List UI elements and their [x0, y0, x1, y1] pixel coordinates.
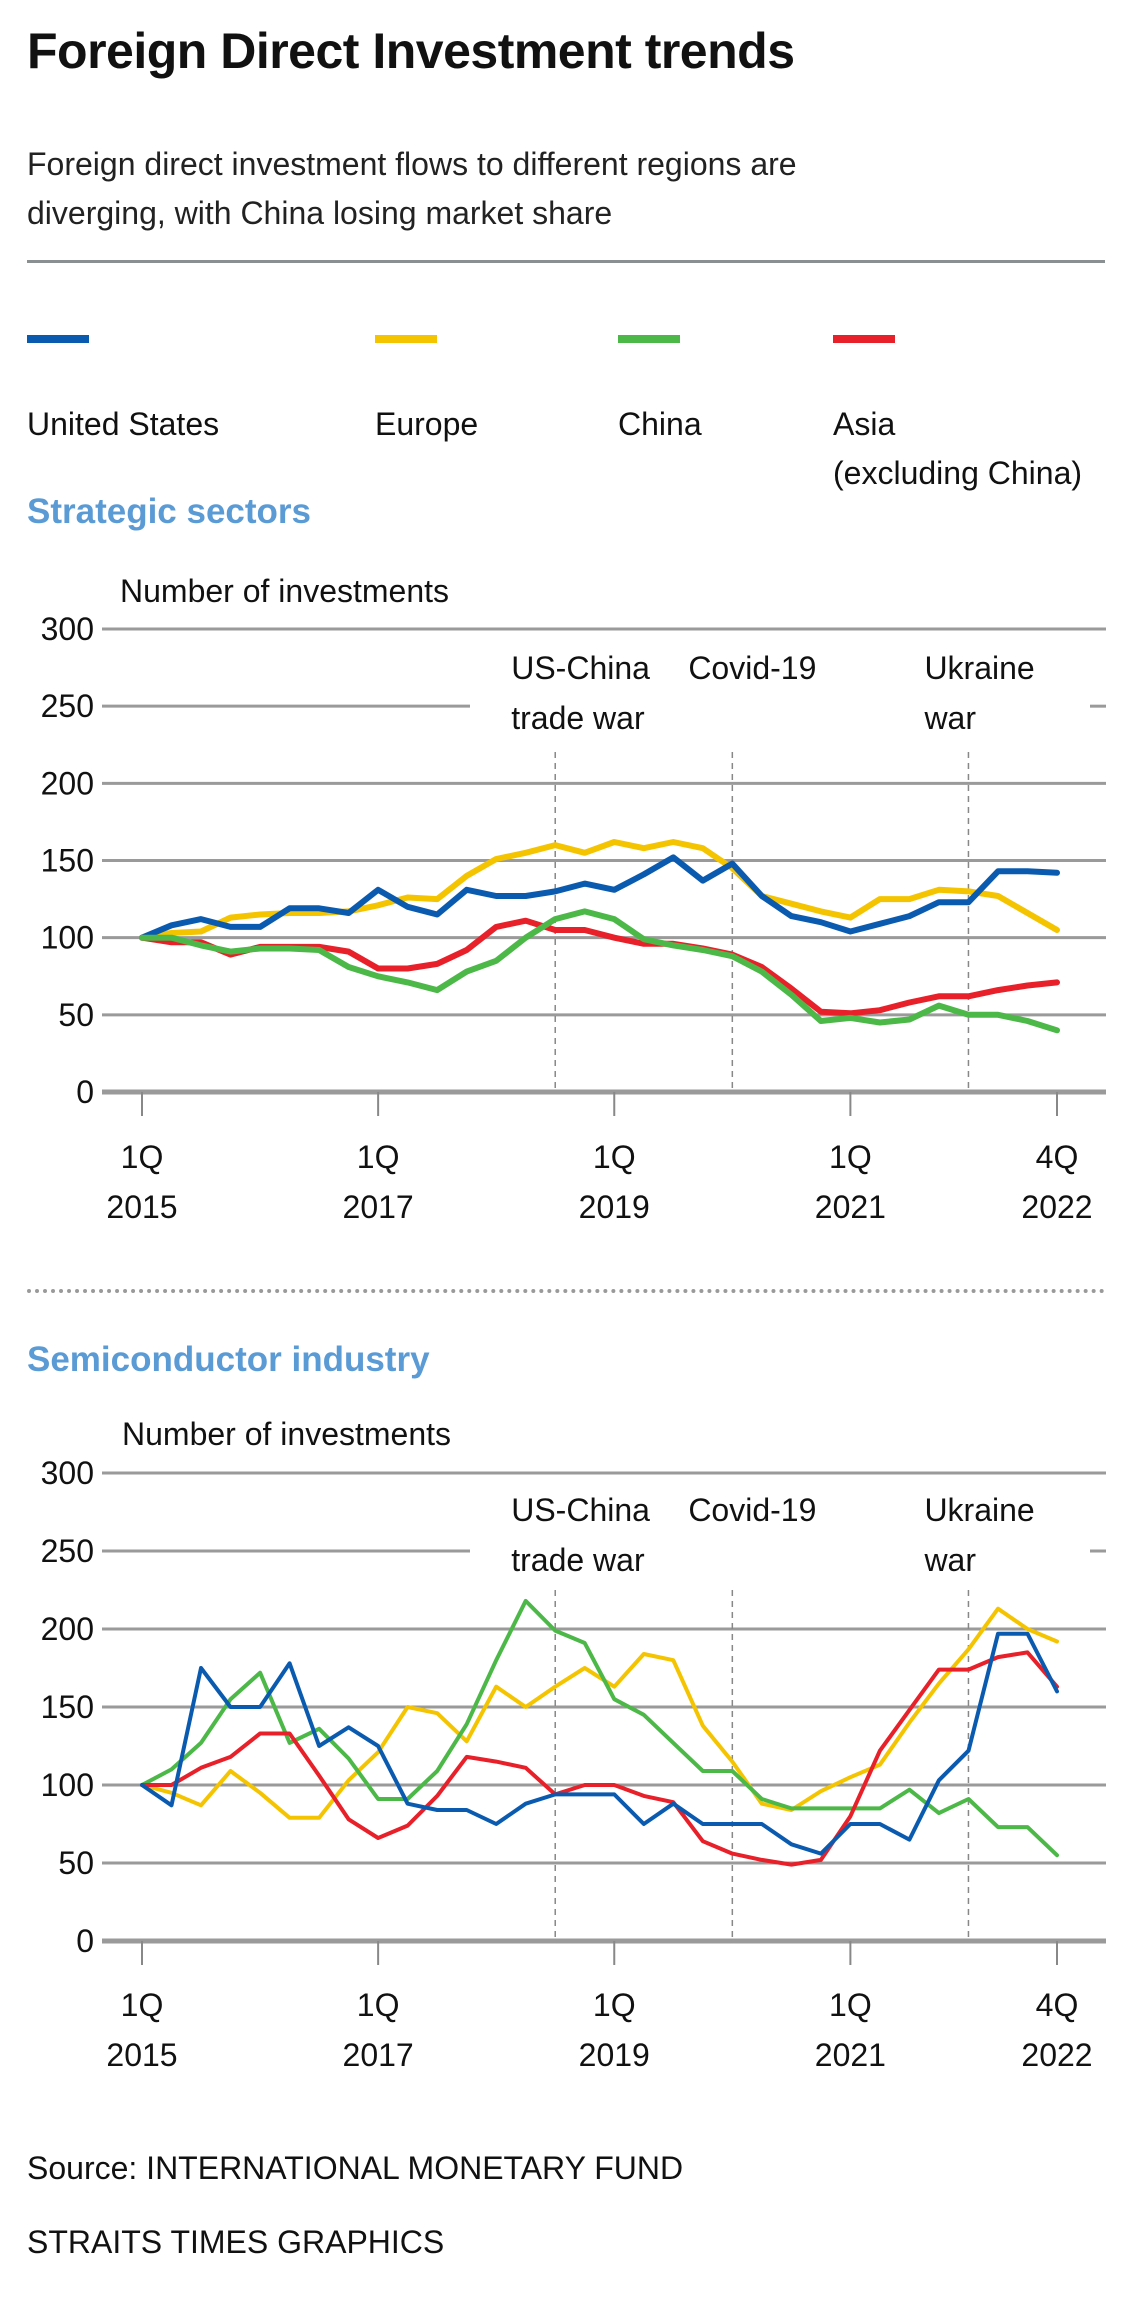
x-tick-label: 4Q	[1036, 1139, 1079, 1175]
x-tick-label: 2022	[1021, 1189, 1092, 1225]
divider	[27, 260, 1105, 263]
y-tick-label: 0	[76, 1074, 94, 1110]
event-label: trade war	[511, 1542, 645, 1578]
legend-label-asia: Asia (excluding China)	[833, 400, 1082, 498]
x-tick-label: 1Q	[121, 1987, 164, 2023]
subtitle-line: Foreign direct investment flows to diffe…	[27, 146, 797, 182]
x-tick-label: 1Q	[593, 1139, 636, 1175]
x-tick-label: 1Q	[829, 1987, 872, 2023]
event-label: US-China	[511, 650, 650, 686]
series-line-asia-excluding-china	[140, 1650, 1059, 1867]
x-tick-label: 1Q	[121, 1139, 164, 1175]
series-line-europe	[139, 839, 1060, 941]
series-line-united-states	[140, 1631, 1059, 1856]
event-label: war	[923, 700, 976, 736]
y-tick-label: 0	[76, 1923, 94, 1959]
legend-label-europe: Europe	[375, 406, 479, 442]
event-label: Ukraine	[924, 650, 1034, 686]
legend-label-asia-line1: Asia	[833, 406, 896, 442]
series-line-china	[139, 908, 1060, 1034]
series-line-united-states	[139, 854, 1060, 941]
x-tick-label: 2017	[343, 2037, 414, 2073]
dotted-divider	[27, 1289, 1105, 1293]
chart-title-strategic: Strategic sectors	[27, 492, 312, 531]
y-axis-title-semiconductor: Number of investments	[122, 1416, 452, 1452]
x-tick-label: 2019	[579, 2037, 650, 2073]
legend-label-china: China	[618, 406, 702, 442]
legend-swatch-asia	[833, 335, 895, 343]
series-line-europe	[140, 1606, 1059, 1820]
credit: STRAITS TIMES GRAPHICS	[27, 2224, 445, 2260]
chart-title-semiconductor: Semiconductor industry	[27, 1340, 430, 1379]
x-tick-label: 2017	[343, 1189, 414, 1225]
legend-label-asia-line2: (excluding China)	[833, 455, 1083, 491]
y-tick-label: 300	[41, 1455, 94, 1491]
x-tick-label: 2015	[106, 2037, 177, 2073]
x-tick-label: 1Q	[593, 1987, 636, 2023]
y-tick-label: 250	[41, 688, 94, 724]
y-axis-title-strategic: Number of investments	[120, 573, 450, 609]
x-tick-label: 2021	[815, 2037, 886, 2073]
legend-label-united-states: United States	[27, 406, 220, 442]
legend-swatch-china	[618, 335, 680, 343]
y-tick-label: 200	[41, 1611, 94, 1647]
y-tick-label: 50	[58, 997, 94, 1033]
y-tick-label: 150	[41, 1689, 94, 1725]
subtitle-line: diverging, with China losing market shar…	[27, 195, 613, 231]
x-tick-label: 1Q	[829, 1139, 872, 1175]
event-label: Covid-19	[688, 650, 816, 686]
x-tick-label: 1Q	[357, 1139, 400, 1175]
y-tick-label: 150	[41, 843, 94, 879]
event-label: Covid-19	[688, 1492, 816, 1528]
y-tick-label: 300	[41, 611, 94, 647]
subtitle: Foreign direct investment flows to diffe…	[27, 140, 797, 238]
event-label: war	[923, 1542, 976, 1578]
x-tick-label: 4Q	[1036, 1987, 1079, 2023]
y-tick-label: 100	[41, 920, 94, 956]
x-tick-label: 1Q	[357, 1987, 400, 2023]
legend-swatch-europe	[375, 335, 437, 343]
y-tick-label: 200	[41, 765, 94, 801]
y-tick-label: 250	[41, 1533, 94, 1569]
x-tick-label: 2022	[1021, 2037, 1092, 2073]
legend-swatch-united-states	[27, 335, 89, 343]
page-title: Foreign Direct Investment trends	[27, 23, 795, 79]
x-tick-label: 2019	[579, 1189, 650, 1225]
event-label: trade war	[511, 700, 645, 736]
y-tick-label: 50	[58, 1845, 94, 1881]
event-label: US-China	[511, 1492, 650, 1528]
event-label: Ukraine	[924, 1492, 1034, 1528]
x-tick-label: 2021	[815, 1189, 886, 1225]
x-tick-label: 2015	[106, 1189, 177, 1225]
source-note: Source: INTERNATIONAL MONETARY FUND	[27, 2150, 684, 2186]
series-line-asia-excluding-china	[139, 917, 1060, 1017]
y-tick-label: 100	[41, 1767, 94, 1803]
